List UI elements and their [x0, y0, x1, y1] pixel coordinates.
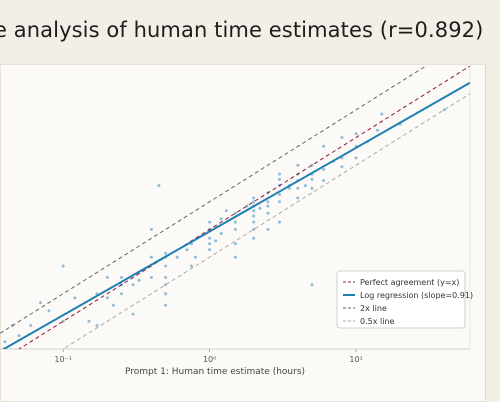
data-point [266, 204, 270, 208]
data-point [164, 292, 168, 296]
chart-title: e analysis of human time estimates (r=0.… [0, 18, 484, 42]
data-point [149, 227, 153, 231]
data-point [310, 186, 314, 190]
data-point [252, 196, 256, 200]
data-point [278, 177, 281, 181]
series-line-0 [18, 66, 470, 349]
data-point [322, 144, 326, 148]
data-point [340, 136, 344, 139]
data-point [219, 232, 223, 236]
data-point [95, 324, 99, 327]
data-point [120, 292, 123, 296]
x-ticks: 10⁻¹ 10⁰ 10¹ [54, 349, 363, 364]
plot-area: 10⁻¹ 10⁰ 10¹ [0, 66, 471, 364]
data-point [354, 156, 358, 160]
data-point [252, 200, 256, 204]
series-line-1 [1, 81, 470, 349]
data-point [354, 132, 358, 136]
data-point [131, 283, 135, 287]
data-point [73, 296, 77, 300]
data-point [219, 217, 223, 221]
data-point [157, 184, 161, 188]
data-point [233, 220, 237, 224]
data-point [252, 214, 256, 218]
data-point [233, 227, 237, 231]
data-point [105, 276, 109, 279]
data-point [137, 278, 141, 282]
data-point [303, 184, 307, 188]
series-line-2 [0, 66, 427, 334]
data-point [296, 196, 300, 200]
data-point [266, 211, 270, 215]
data-point [208, 248, 212, 252]
data-point [149, 255, 153, 259]
data-point [380, 112, 384, 116]
data-point [111, 303, 115, 307]
data-point [252, 236, 256, 240]
data-point [47, 309, 51, 313]
data-point [376, 128, 379, 132]
data-point [233, 255, 237, 259]
data-point [224, 209, 228, 213]
data-point [185, 248, 189, 252]
legend-box [336, 270, 466, 329]
data-point [194, 255, 197, 259]
data-point [310, 283, 314, 287]
data-point [164, 251, 168, 255]
data-point [189, 264, 193, 268]
data-point [258, 206, 262, 210]
legend-label: Log regression (slope=0.91) [360, 291, 473, 300]
title-band: e analysis of human time estimates (r=0.… [0, 0, 500, 62]
lines-layer [0, 66, 470, 349]
data-point [310, 177, 314, 181]
data-point [131, 312, 135, 316]
data-point [149, 276, 153, 279]
data-point [17, 334, 21, 338]
data-point [278, 193, 281, 196]
data-point [39, 301, 42, 305]
data-point [340, 165, 344, 169]
legend-label: 2x line [360, 304, 387, 313]
data-point [266, 227, 270, 231]
data-point [296, 186, 300, 190]
data-point [252, 209, 256, 213]
points-layer [3, 108, 446, 344]
data-point [3, 340, 7, 344]
legend-label: Perfect agreement (y=x) [360, 278, 459, 287]
data-point [233, 242, 237, 246]
x-axis-label: Prompt 1: Human time estimate (hours) [125, 367, 305, 377]
data-point [214, 239, 218, 243]
data-point [208, 220, 212, 224]
data-point [252, 220, 256, 224]
x-tick-label: 10¹ [349, 355, 362, 364]
data-point [208, 236, 212, 240]
data-point [164, 303, 168, 307]
data-point [322, 179, 326, 183]
data-point [164, 264, 168, 268]
data-point [120, 276, 123, 279]
series-line-3 [62, 93, 470, 349]
data-point [266, 200, 270, 204]
legend-label: 0.5x line [360, 317, 395, 326]
data-point [278, 172, 281, 176]
data-point [87, 319, 91, 323]
data-point [61, 264, 65, 268]
data-point [105, 296, 109, 300]
data-point [175, 255, 179, 259]
data-point [322, 167, 326, 171]
x-tick-label: 10⁻¹ [54, 355, 72, 364]
data-point [29, 324, 33, 327]
data-point [252, 227, 256, 231]
data-point [278, 220, 281, 224]
data-point [296, 163, 300, 167]
legend: Perfect agreement (y=x) Log regression (s… [336, 270, 473, 329]
data-point [164, 276, 168, 279]
x-tick-label: 10⁰ [203, 355, 216, 364]
data-point [278, 200, 281, 204]
data-point [208, 242, 212, 246]
